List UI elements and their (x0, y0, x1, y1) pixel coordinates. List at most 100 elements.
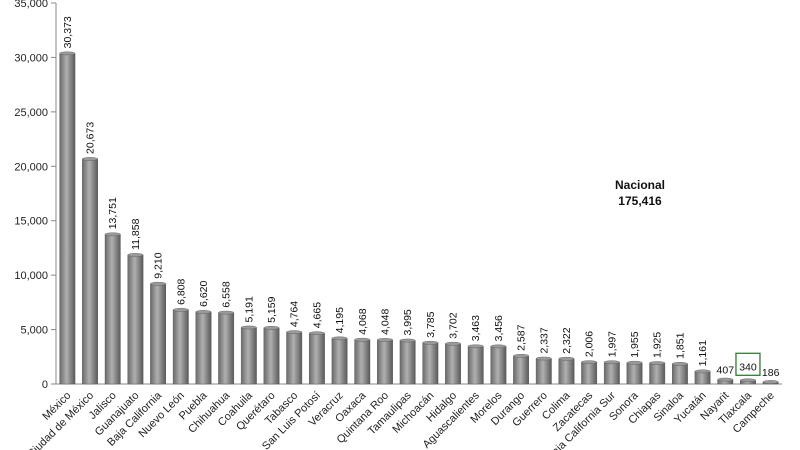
bar-cap (286, 330, 303, 334)
y-tick-label: 10,000 (14, 270, 48, 282)
bar-cap (513, 354, 530, 358)
bar-value-label: 186 (762, 367, 780, 379)
bar-cap (172, 308, 189, 312)
bar-value-label: 6,558 (221, 281, 233, 307)
bar (671, 363, 688, 385)
bar-value-label: 6,620 (198, 281, 210, 307)
y-tick-label: 0 (42, 379, 48, 391)
bar (150, 283, 167, 385)
bar (172, 309, 189, 385)
bar-value-label: 2,337 (538, 327, 550, 353)
bar-value-label: 11,858 (130, 218, 142, 249)
bar-value-label: 3,995 (402, 309, 414, 335)
bar (263, 327, 280, 385)
bar-cap (150, 281, 167, 286)
bar (377, 339, 393, 385)
bar (399, 340, 416, 385)
bar-value-label: 1,997 (606, 331, 618, 357)
bar-value-label: 3,785 (425, 311, 437, 337)
bar-cap (603, 360, 620, 365)
bar-value-label: 4,068 (357, 308, 369, 334)
bar-value-label: 4,665 (311, 302, 323, 328)
bar-cap (331, 336, 348, 341)
bar-cap (127, 253, 144, 257)
bar-cap (422, 340, 439, 345)
bar (694, 371, 711, 385)
highlight-box (735, 352, 761, 376)
bar (422, 342, 439, 385)
bar-cap (377, 338, 393, 342)
bar-cap (626, 360, 643, 365)
bar-value-label: 5,191 (243, 296, 255, 322)
bar-cap (82, 157, 98, 161)
bar-value-label: 3,456 (493, 315, 505, 341)
bar (218, 312, 235, 385)
bar-value-label: 1,851 (674, 332, 686, 358)
bar-cap (535, 356, 552, 361)
bar-value-label: 6,808 (175, 278, 187, 304)
bar-cap (671, 362, 688, 366)
bar-value-label: 9,210 (153, 252, 165, 278)
bar-cap (263, 326, 280, 330)
bar-value-label: 4,048 (379, 308, 391, 334)
bar (490, 346, 507, 385)
bar (626, 362, 643, 385)
bar (445, 343, 461, 385)
bar-cap (308, 331, 325, 336)
bar-value-label: 1,161 (697, 340, 709, 366)
bar-value-label: 3,702 (448, 312, 460, 338)
national-total-value: 175,416 (618, 194, 662, 208)
bar-value-label: 4,764 (289, 301, 301, 327)
bar-cap (195, 310, 212, 314)
bar (104, 234, 121, 385)
bar-cap (762, 380, 779, 384)
bar-cap (445, 341, 461, 346)
bar-cap (354, 337, 371, 342)
bar-value-label: 5,159 (266, 296, 278, 322)
bar-value-label: 340 (739, 361, 757, 373)
bar-value-label: 13,751 (107, 197, 119, 229)
bar-value-label: 407 (717, 365, 735, 377)
bar-cap (649, 361, 666, 365)
bar-value-label: 1,925 (652, 332, 664, 358)
y-tick-label: 30,000 (14, 52, 48, 64)
y-tick-label: 15,000 (14, 216, 48, 228)
bar (558, 358, 575, 385)
bar-cap (399, 338, 416, 343)
bar-cap (490, 344, 507, 349)
value-labels: 30,373 20,673 13,751 11,858 9,210 6,808 6,620 6… (62, 16, 780, 379)
bar (649, 362, 666, 385)
y-tick-label: 5,000 (20, 325, 48, 337)
bar-cap (558, 356, 575, 361)
bars (59, 51, 779, 385)
national-label: Nacional (615, 178, 665, 192)
y-tick-label: 20,000 (14, 161, 48, 173)
bar-cap (740, 378, 756, 383)
national-total-annotation: Nacional 175,416 (615, 178, 665, 208)
bar-cap (218, 310, 235, 315)
bar (286, 331, 303, 385)
bar (354, 339, 371, 385)
bar (581, 361, 598, 385)
bar-value-label: 30,373 (62, 16, 74, 48)
bar-value-label: 1,955 (629, 331, 641, 357)
bar (308, 333, 325, 385)
bar-cap (467, 344, 484, 349)
bar-value-label: 2,322 (561, 327, 573, 353)
bar (331, 338, 348, 385)
bar-cap (717, 377, 734, 382)
bar-value-label: 3,463 (470, 315, 482, 341)
bar-cap (59, 51, 76, 56)
bar (603, 362, 620, 385)
bar-cap (104, 232, 121, 237)
bar-cap (240, 325, 257, 330)
bar (513, 355, 530, 385)
bar-cap (581, 360, 598, 364)
y-tick-label: 25,000 (14, 107, 48, 119)
bar (195, 311, 212, 385)
bar-value-label: 2,587 (516, 324, 528, 350)
bar (82, 158, 98, 385)
bar (127, 254, 144, 385)
